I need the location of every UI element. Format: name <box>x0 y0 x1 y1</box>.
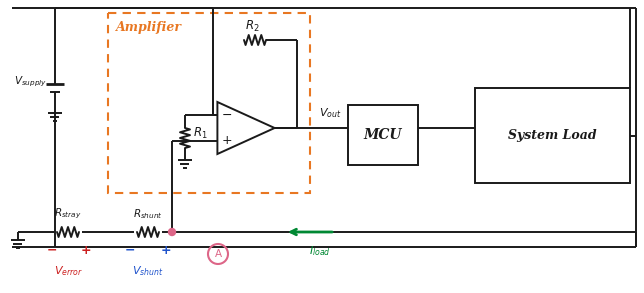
Text: −: − <box>47 243 57 256</box>
Bar <box>348 105 418 165</box>
Bar <box>108 13 310 193</box>
Text: −: − <box>125 243 135 256</box>
Text: A: A <box>214 249 222 259</box>
Text: +: + <box>222 134 232 147</box>
Text: +: + <box>80 243 91 256</box>
Text: Amplifier: Amplifier <box>116 21 182 33</box>
Text: $V_{shunt}$: $V_{shunt}$ <box>132 264 164 278</box>
Text: MCU: MCU <box>364 128 402 142</box>
Text: $R_{stray}$: $R_{stray}$ <box>54 207 82 221</box>
Text: $V_{error}$: $V_{error}$ <box>55 264 84 278</box>
Text: $V_{supply}$: $V_{supply}$ <box>14 75 47 89</box>
Text: System Load: System Load <box>508 129 597 142</box>
Text: $R_1$: $R_1$ <box>193 125 207 141</box>
Text: $V_{out}$: $V_{out}$ <box>319 106 341 120</box>
Circle shape <box>169 229 176 236</box>
Text: $R_{shunt}$: $R_{shunt}$ <box>133 207 163 221</box>
Text: +: + <box>161 243 171 256</box>
Bar <box>475 88 630 183</box>
Text: $R_2$: $R_2$ <box>245 19 260 34</box>
Text: −: − <box>222 108 232 122</box>
Text: $I_{load}$: $I_{load}$ <box>309 244 331 258</box>
